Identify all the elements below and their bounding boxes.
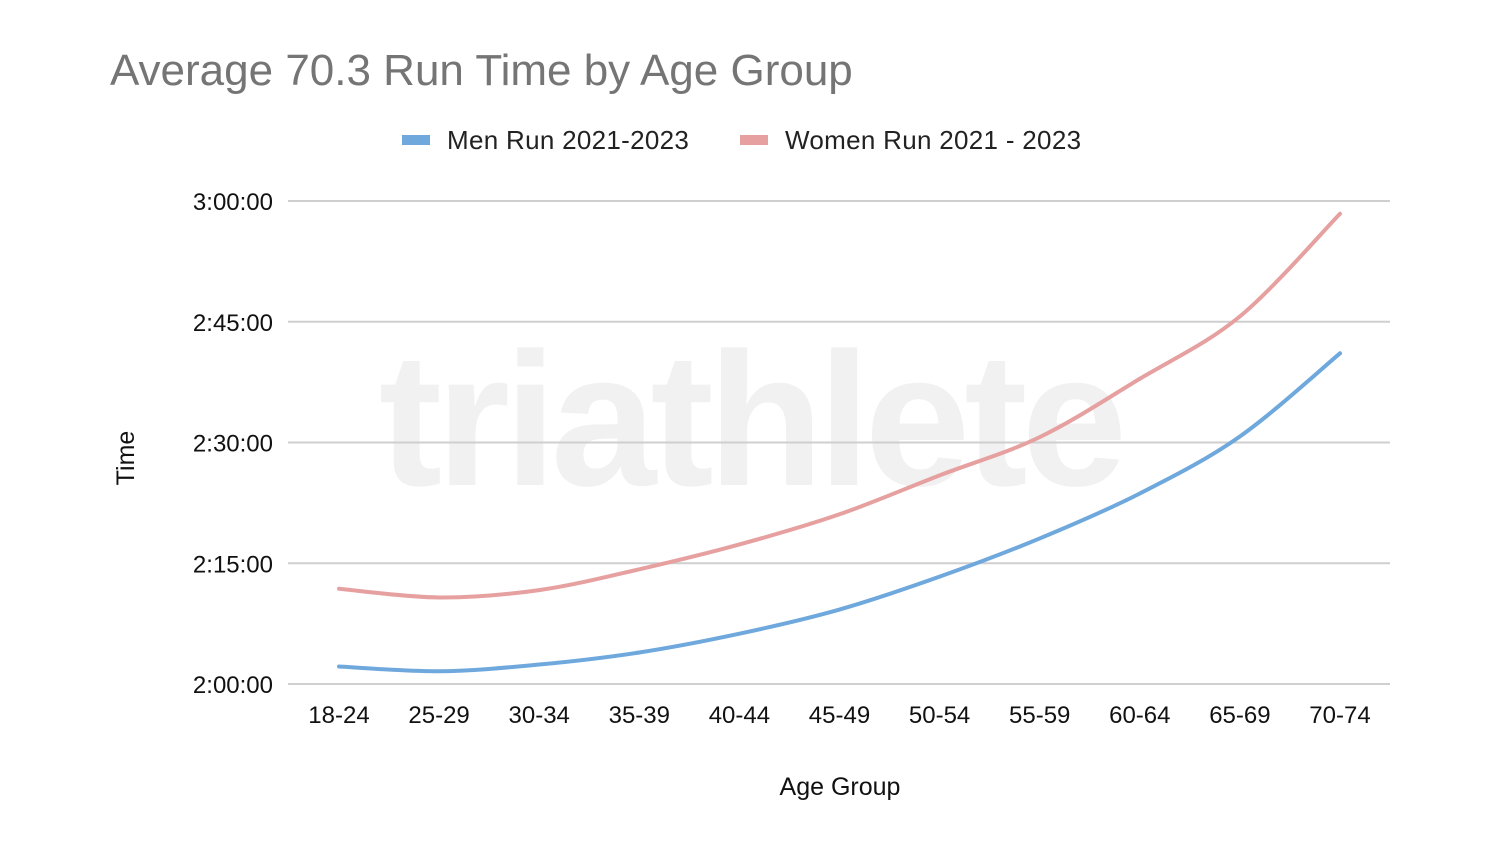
series-lines bbox=[337, 211, 1342, 674]
y-tick-label: 3:00:00 bbox=[193, 189, 273, 216]
x-tick-label: 60-64 bbox=[1109, 702, 1170, 729]
x-axis-title: Age Group bbox=[780, 773, 901, 801]
legend: Men Run 2021-2023 Women Run 2021 - 2023 bbox=[402, 125, 1081, 155]
gridlines bbox=[288, 200, 1390, 685]
y-tick-label: 2:30:00 bbox=[193, 431, 273, 458]
series-line-women bbox=[337, 211, 1342, 600]
x-tick-label: 40-44 bbox=[709, 702, 770, 729]
y-axis-title: Time bbox=[112, 431, 140, 486]
y-tick-label: 2:15:00 bbox=[193, 551, 273, 578]
x-tick-label: 45-49 bbox=[809, 702, 870, 729]
x-tick-label: 18-24 bbox=[308, 702, 369, 729]
x-tick-label: 35-39 bbox=[609, 702, 670, 729]
x-tick-label: 70-74 bbox=[1309, 702, 1370, 729]
x-tick-label: 65-69 bbox=[1209, 702, 1270, 729]
x-tick-label: 30-34 bbox=[509, 702, 570, 729]
x-tick-label: 55-59 bbox=[1009, 702, 1070, 729]
legend-label-men: Men Run 2021-2023 bbox=[447, 125, 689, 155]
x-tick-label: 25-29 bbox=[408, 702, 469, 729]
y-tick-label: 2:00:00 bbox=[193, 672, 273, 699]
y-axis-ticks: 2:00:00 2:15:00 2:30:00 2:45:00 3:00:00 bbox=[193, 189, 273, 699]
watermark: triathlete bbox=[379, 314, 1122, 526]
legend-label-women: Women Run 2021 - 2023 bbox=[785, 125, 1081, 155]
x-axis-ticks: 18-24 25-29 30-34 35-39 40-44 45-49 50-54 55-59… bbox=[308, 702, 1370, 729]
legend-swatch-women bbox=[740, 135, 768, 145]
x-tick-label: 50-54 bbox=[909, 702, 970, 729]
legend-swatch-men bbox=[402, 135, 430, 145]
y-tick-label: 2:45:00 bbox=[193, 310, 273, 337]
series-line-men bbox=[337, 351, 1342, 674]
chart-title: Average 70.3 Run Time by Age Group bbox=[110, 46, 853, 95]
